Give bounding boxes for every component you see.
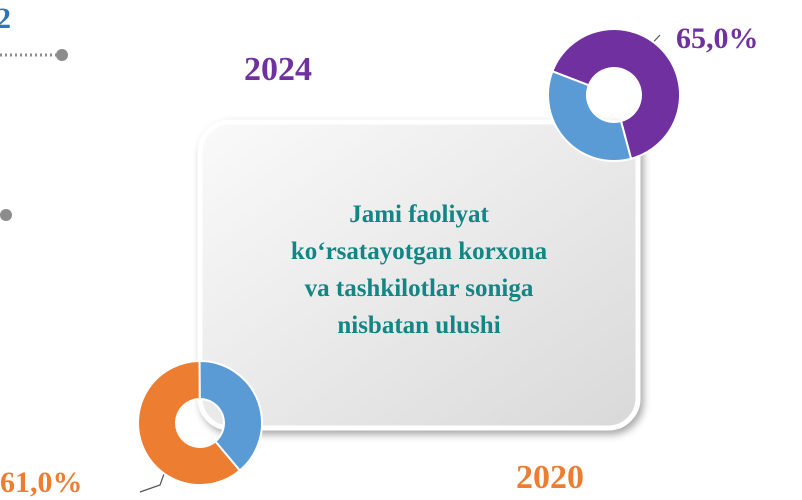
value-label: 65,0% [676, 22, 759, 55]
donut-slice [198, 360, 263, 472]
center-text: Jami faoliyat ko‘rsatayotgan korxona va ta… [291, 201, 548, 339]
dot [56, 49, 68, 61]
donut-slice [547, 70, 633, 162]
donut-slice [551, 28, 681, 160]
fragment-label: 2 [0, 2, 11, 35]
year-label: 2024 [244, 51, 312, 88]
center-line: ko‘rsatayotgan korxona [291, 238, 548, 265]
year-label: 2020 [516, 459, 584, 496]
center-box [197, 119, 641, 431]
center-line: va tashkilotlar soniga [305, 275, 534, 302]
value-label: 61,0% [0, 466, 83, 499]
center-line: Jami faoliyat [349, 201, 489, 228]
dot [0, 209, 12, 221]
center-line: nisbatan ulushi [337, 312, 500, 339]
donut-slice [137, 359, 242, 486]
